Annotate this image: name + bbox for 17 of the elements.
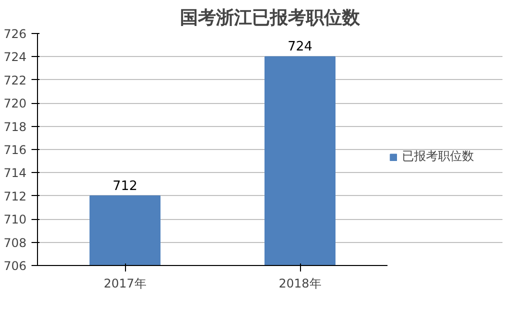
data-label: 712 [112, 178, 138, 194]
y-tick-label: 706 [4, 259, 26, 273]
y-tick-label: 712 [4, 189, 26, 204]
x-tick-label: 2018年 [278, 276, 322, 290]
data-label: 724 [288, 40, 312, 55]
x-tick-label: 2017年 [104, 276, 146, 290]
y-tick-label: 720 [4, 96, 26, 111]
y-tick-label: 708 [4, 236, 26, 250]
y-tick-label: 716 [4, 143, 26, 157]
y-tick-label: 718 [4, 120, 26, 134]
y-tick-label: 714 [4, 166, 26, 180]
y-tick-label: 710 [4, 212, 26, 227]
y-tick-label: 726 [4, 27, 26, 41]
legend-label: 已报考职位数 [402, 148, 474, 165]
chart-title: 国考浙江已报考职位数 [180, 8, 361, 28]
y-tick-label: 722 [4, 73, 26, 88]
y-tick-label: 724 [4, 50, 26, 64]
